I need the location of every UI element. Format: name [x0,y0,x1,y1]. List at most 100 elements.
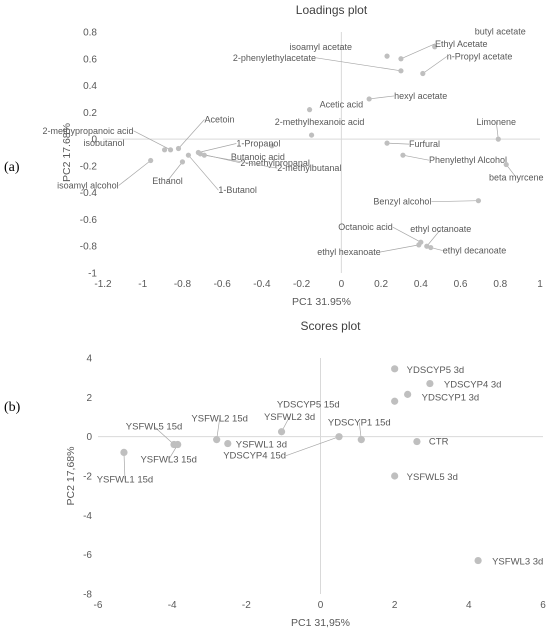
data-label: YSFWL2 15d [191,414,248,425]
data-label: YSFWL5 3d [407,472,458,483]
x-tick-label: -0.4 [253,279,271,290]
y-tick-label: 0.2 [83,108,97,119]
data-point [161,147,168,153]
data-label: 2-methylbutanal [277,163,341,173]
x-tick-label: -6 [94,600,103,611]
data-label: isobutanol [84,138,125,148]
data-label: YDSCYP4 15d [223,451,286,462]
data-point [224,439,232,448]
data-label: YSFWL3 15d [140,455,197,466]
leader-line [369,95,395,100]
y-tick-label: 0 [91,135,97,146]
leader-line [204,154,278,169]
x-tick-label: 0 [339,279,345,290]
data-point [197,151,203,157]
data-label: 1-Butanol [218,185,257,195]
data-label: YDSCYP5 3d [407,365,465,376]
data-point [426,379,434,388]
panel-label-b: (b) [4,400,21,415]
data-point [503,161,509,168]
data-label: YSFWL3 3d [492,557,543,568]
data-label: Acetoin [204,114,234,124]
panel-label-a: (a) [4,160,20,175]
y-axis-title: PC2 17.68% [61,123,73,182]
data-label: Butanoic acid [231,152,285,162]
x-tick-label: 0.6 [454,279,468,290]
data-label: YSFWL1 15d [97,474,154,485]
data-label: Ethyl Acetate [435,39,488,49]
data-point [391,397,399,405]
data-label: Ethanol [152,176,183,186]
data-point [413,437,421,446]
data-point [201,152,207,158]
data-point [213,436,221,444]
x-tick-label: -1.2 [94,279,112,290]
y-tick-label: 0.8 [83,28,97,39]
y-tick-label: 0.4 [83,81,97,92]
data-point [398,56,404,62]
x-tick-label: -0.2 [293,279,311,290]
y-tick-label: -0.4 [80,188,98,199]
data-point [391,365,399,373]
leader-line [188,154,219,191]
data-label: YDSCYP5 15d [277,399,340,410]
x-tick-label: 0 [318,600,324,611]
data-label: Limonene [477,117,517,127]
data-label: YSFWL5 15d [126,422,183,433]
data-label: ethyl octanoate [410,224,471,234]
leader-line [426,228,442,247]
data-label: 2-methylpropanal [240,158,310,168]
data-label: ethyl hexanoate [317,247,381,257]
x-tick-label: -0.8 [174,279,192,290]
data-point [167,147,174,153]
x-tick-label: -0.6 [214,279,232,290]
data-point [475,198,482,204]
data-label: isoamyl alcohol [57,181,119,191]
data-label: n-Propyl acetate [447,52,513,62]
leader-line [315,57,402,72]
data-label: 2-methypropanoic acid [42,126,133,136]
x-tick-label: 1 [537,279,543,290]
data-point [175,145,182,152]
y-tick-label: -0.2 [80,161,98,172]
leader-line [167,161,183,182]
x-tick-label: 2 [392,600,398,611]
y-tick-label: -1 [88,269,97,280]
leader-line [400,43,436,60]
data-point [424,243,430,249]
leader-line [153,426,175,445]
data-point [428,244,434,251]
leader-line [198,143,237,153]
data-label: 1-Propanol [236,139,280,149]
data-point [357,436,365,444]
loadings-plot: Loadings plot-1.2 -1 -0.8 -0.6 -0.4 -0.2 0 0.2 0… [42,3,544,308]
leader-line [402,154,430,161]
data-point [474,556,482,565]
data-label: 2-methylhexanoic acid [275,117,365,127]
data-point [185,152,192,158]
data-label: Phenylethyl Alcohol [429,155,507,165]
leader-line [431,200,479,203]
y-tick-label: -6 [83,550,92,561]
data-label: beta myrcene [489,173,544,183]
y-tick-label: 2 [86,393,92,404]
data-point [335,433,343,441]
x-tick-label: 0.2 [374,279,388,290]
y-tick-label: -2 [83,472,92,483]
data-point [398,68,404,74]
x-tick-label: 0.4 [414,279,428,290]
data-label: CTR [429,437,449,448]
data-point [174,440,182,449]
y-tick-label: -0.6 [80,215,98,226]
data-label: Benzyl alcohol [373,197,431,207]
leader-line [392,226,421,243]
x-axis-title: PC1 31,95% [291,617,350,629]
leader-line [495,122,499,140]
leader-line [285,436,340,456]
data-point [391,472,399,480]
leader-line [380,244,419,253]
data-label: 2-phenylethylacetate [233,53,316,63]
leader-line [422,56,448,74]
data-point [148,157,154,164]
x-tick-label: 4 [466,600,472,611]
